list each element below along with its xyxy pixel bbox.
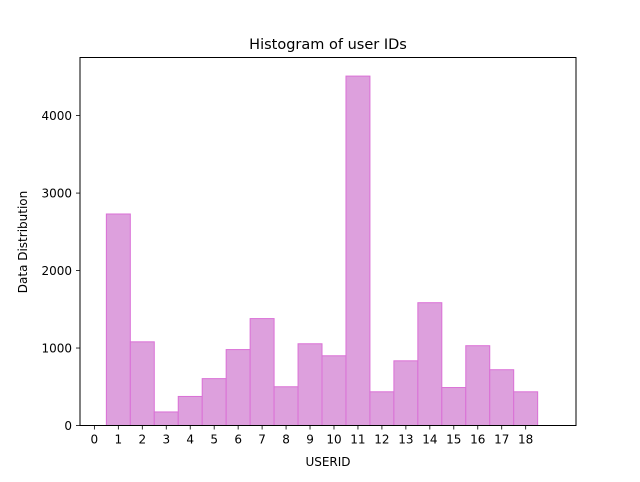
- histogram-bar: [513, 391, 539, 427]
- x-tick-label: 8: [282, 433, 290, 447]
- x-tick-label: 0: [91, 433, 99, 447]
- x-tick-label: 11: [350, 433, 365, 447]
- x-tick-label: 14: [422, 433, 437, 447]
- x-tick-label: 13: [398, 433, 413, 447]
- histogram-bar: [249, 318, 275, 426]
- histogram-bar: [201, 378, 227, 426]
- x-tick-label: 4: [186, 433, 194, 447]
- histogram-bar: [345, 75, 371, 426]
- y-tick-label: 3000: [41, 186, 72, 200]
- histogram-bar: [465, 345, 491, 427]
- histogram-bar: [441, 387, 467, 427]
- y-tick-label: 4000: [41, 109, 72, 123]
- x-tick-label: 18: [518, 433, 533, 447]
- histogram-bar: [321, 355, 347, 426]
- histogram-bar: [489, 369, 515, 426]
- x-tick-label: 6: [234, 433, 242, 447]
- plot-area-frame: [79, 57, 577, 426]
- y-axis-label: Data Distribution: [16, 191, 30, 293]
- y-tick-label: 0: [64, 419, 72, 433]
- y-tick-label: 1000: [41, 341, 72, 355]
- x-tick-label: 5: [210, 433, 218, 447]
- y-tick-label: 2000: [41, 264, 72, 278]
- x-tick-label: 2: [138, 433, 146, 447]
- histogram-bar: [129, 341, 155, 427]
- x-tick-label: 9: [306, 433, 314, 447]
- x-tick-label: 10: [326, 433, 341, 447]
- histogram-bar: [177, 395, 203, 426]
- histogram-bar: [369, 391, 395, 427]
- x-axis-ticks: 0 1 2 3 4 5 6 7 8 9 10 11 12 13 14 15 16 17 18: [91, 425, 533, 447]
- histogram-bar: [417, 302, 443, 427]
- bars-group: [105, 75, 539, 427]
- x-tick-label: 16: [470, 433, 485, 447]
- chart-title: Histogram of user IDs: [249, 37, 407, 53]
- histogram-bar: [297, 343, 323, 426]
- histogram-bar: [273, 386, 299, 426]
- x-tick-label: 7: [258, 433, 266, 447]
- x-tick-label: 15: [446, 433, 461, 447]
- y-axis-ticks: 0 1000 2000 3000 4000: [41, 109, 80, 433]
- histogram-bar: [393, 360, 419, 427]
- x-tick-label: 1: [115, 433, 123, 447]
- histogram-bar: [105, 213, 131, 426]
- histogram-bar: [153, 411, 179, 427]
- x-axis-label: USERID: [305, 455, 350, 469]
- x-tick-label: 3: [162, 433, 170, 447]
- histogram-bar: [225, 349, 251, 426]
- x-tick-label: 12: [374, 433, 389, 447]
- x-tick-label: 17: [494, 433, 509, 447]
